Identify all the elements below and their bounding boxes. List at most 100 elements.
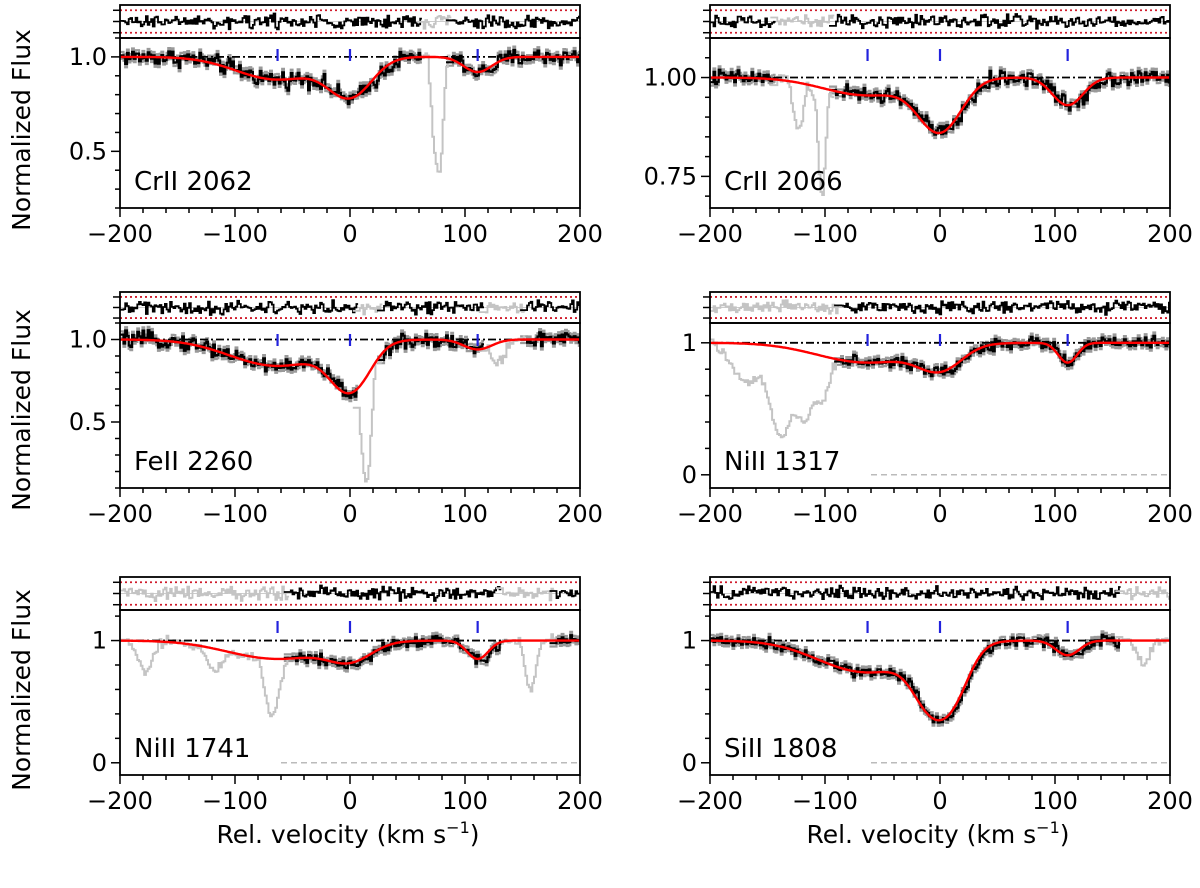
residual-plot [120, 296, 580, 319]
residual-trace [710, 14, 776, 29]
residual-plot [710, 581, 1170, 606]
panel-niii-1741: −200 −100 0 100 200 0 1 NiII 1741 [87, 576, 603, 815]
residual-trace [834, 299, 1170, 316]
residual-trace [377, 300, 484, 316]
y-tick-label: 1 [682, 329, 697, 357]
residual-plot [120, 9, 580, 34]
error-upper [377, 329, 484, 358]
x-tick-label: 200 [1147, 220, 1193, 248]
residual-trace [496, 587, 555, 602]
residual-trace [446, 14, 580, 30]
plot-area [120, 325, 580, 483]
spectrum [120, 329, 359, 399]
plot-area [710, 630, 1170, 764]
error-upper [549, 630, 580, 641]
residual-trace [120, 585, 290, 602]
voigt-model [710, 639, 1170, 722]
residual-trace [1115, 586, 1170, 601]
x-tick-label: −100 [202, 787, 268, 815]
residual-trace [829, 13, 1170, 30]
residual-plot [710, 9, 1170, 34]
voigt-model [710, 341, 1170, 374]
spectrum [710, 68, 776, 86]
x-tick-label: 200 [1147, 787, 1193, 815]
y-tick-label: 1.00 [644, 64, 697, 92]
residual-trace [120, 12, 422, 31]
x-tick-label: 100 [442, 220, 488, 248]
y-axis-label-row1: Normalized Flux [7, 29, 36, 231]
panel-sii-1808: −200 −100 0 100 200 0 1 SiII 1808 [677, 576, 1193, 815]
y-tick-label: 1.0 [69, 326, 107, 354]
y-tick-label: 0 [92, 749, 107, 777]
y-tick-label: 1.0 [69, 43, 107, 71]
x-axis-label-close: ) [470, 820, 480, 849]
x-tick-label: 0 [932, 500, 947, 528]
x-tick-label: 100 [442, 787, 488, 815]
x-tick-label: 0 [342, 220, 357, 248]
ion-label: SiII 1808 [724, 734, 838, 764]
spectrum [710, 633, 1121, 724]
residual-trace [710, 584, 1121, 601]
y-tick-label: 0.5 [69, 137, 107, 165]
ion-label: CrII 2066 [724, 167, 843, 197]
y-axis-label-row2: Normalized Flux [7, 309, 36, 511]
residual-trace [710, 299, 840, 315]
residual-trace [520, 299, 580, 313]
ion-label: NiII 1741 [134, 734, 250, 764]
masked-spectrum [496, 633, 555, 693]
x-tick-label: −200 [677, 500, 743, 528]
residual-trace [770, 14, 835, 28]
masked-spectrum [770, 74, 835, 196]
x-tick-label: 0 [932, 220, 947, 248]
panel-niii-1317: −200 −100 0 100 200 0 1 NiII 1317 [677, 291, 1193, 528]
ion-label: FeII 2260 [134, 447, 253, 477]
voigt-model [710, 76, 1170, 135]
plot-area [710, 65, 1170, 196]
spectrum [829, 69, 1170, 136]
x-tick-label: −100 [202, 500, 268, 528]
x-tick-label: 200 [557, 500, 603, 528]
x-tick-label: −100 [202, 220, 268, 248]
residual-trace [478, 302, 526, 314]
x-axis-label-text: Rel. velocity (km s [806, 820, 1036, 849]
plot-area [120, 630, 580, 764]
x-tick-label: 100 [1032, 220, 1078, 248]
residual-trace [352, 303, 383, 316]
masked-spectrum [710, 338, 840, 439]
x-tick-label: −200 [87, 500, 153, 528]
x-axis-label-exponent: −1 [446, 818, 470, 837]
residual-trace [120, 299, 359, 316]
x-tick-label: 100 [1032, 500, 1078, 528]
x-tick-label: −200 [677, 787, 743, 815]
x-tick-label: 0 [932, 787, 947, 815]
residual-plot [120, 581, 580, 606]
y-tick-label: 1 [682, 627, 697, 655]
residual-trace [283, 584, 502, 602]
x-tick-label: 0 [342, 787, 357, 815]
plot-area [120, 45, 580, 173]
x-tick-label: −200 [677, 220, 743, 248]
x-tick-label: −100 [792, 787, 858, 815]
x-tick-label: −200 [87, 787, 153, 815]
x-axis-label-exponent: −1 [1036, 818, 1060, 837]
panel-crii-2062: −200 −100 0 100 200 0.5 1.0 CrII 2062 [69, 4, 603, 248]
x-tick-label: −100 [792, 220, 858, 248]
voigt-model [120, 639, 580, 665]
x-tick-label: 200 [1147, 500, 1193, 528]
masked-spectrum [416, 52, 452, 173]
x-axis-label-text: Rel. velocity (km s [216, 820, 446, 849]
y-tick-label: 0 [682, 461, 697, 489]
x-tick-label: −200 [87, 220, 153, 248]
ion-label: NiII 1317 [724, 447, 840, 477]
y-tick-label: 0.5 [69, 408, 107, 436]
residual-plot [710, 296, 1170, 319]
masked-spectrum [352, 359, 383, 483]
residual-trace [549, 589, 580, 600]
y-axis-label-row3: Normalized Flux [7, 589, 36, 791]
spectrum [520, 331, 580, 348]
x-tick-label: 100 [442, 500, 488, 528]
x-axis-label-right: Rel. velocity (km s−1) [806, 818, 1069, 849]
x-tick-label: 100 [1032, 787, 1078, 815]
masked-spectrum [120, 634, 290, 718]
